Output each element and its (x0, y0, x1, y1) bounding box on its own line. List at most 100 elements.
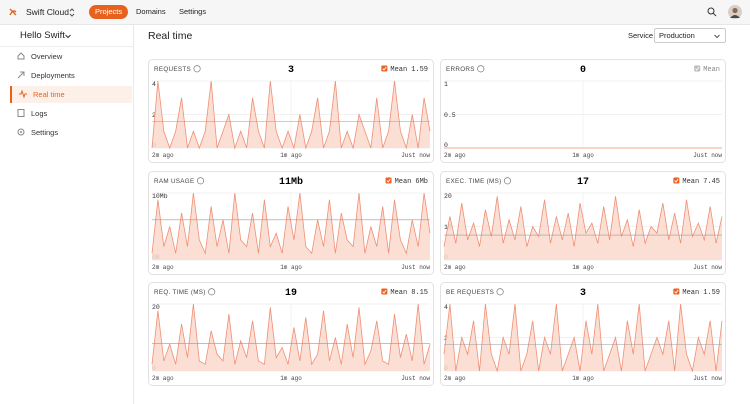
x-label: Just now (693, 152, 722, 159)
tab-projects[interactable]: Projects (89, 5, 129, 19)
label: Deployments (31, 71, 75, 80)
icon (17, 71, 25, 79)
mean-checkbox (673, 177, 680, 184)
divider (0, 46, 133, 47)
x-label: Just now (401, 264, 430, 271)
line (151, 192, 431, 255)
chart-card: REQ. TIME (MS) 19 8.15 Mean 0 20 2m ago 1m ago J… (148, 282, 434, 386)
mean-label: Mean (395, 178, 412, 186)
mean-checkbox (385, 177, 392, 184)
x-label: 1m ago (280, 375, 302, 382)
avatar[interactable] (728, 5, 742, 19)
y-tick-label: 10Mb (152, 193, 168, 200)
x-label: 2m ago (444, 264, 466, 271)
nav-realtime[interactable]: Real time (10, 86, 132, 103)
search-icon[interactable] (707, 7, 717, 17)
sidebar: Hello Swift Overview Deployments Real ti… (0, 25, 134, 404)
current-value: 0 (580, 65, 586, 76)
mean-value: 6Mb (415, 178, 428, 186)
card (440, 59, 726, 163)
nav-overview[interactable]: Overview (10, 48, 132, 65)
icon (17, 109, 25, 117)
chart-card: BE REQUESTS 3 1.59 Mean 0 2 4 2m ago 1m ago Just … (440, 282, 726, 386)
current-value: 11Mb (279, 176, 303, 188)
mean-value: 8.15 (411, 289, 428, 297)
x-label: 2m ago (152, 152, 174, 159)
x-label: 2m ago (444, 375, 466, 382)
label: Logs (31, 109, 48, 118)
line (443, 303, 723, 373)
mean-checkbox (694, 65, 701, 72)
current-value: 19 (285, 288, 297, 299)
mean-value: 7.45 (703, 178, 720, 186)
x-label: Just now (693, 375, 722, 382)
x-label: Just now (693, 264, 722, 271)
label: Real time (33, 90, 65, 99)
project-name[interactable]: Hello Swift (20, 30, 65, 41)
checkmark (382, 66, 387, 71)
y-tick-label: 10 (444, 224, 452, 231)
y-tick-label: 2 (152, 112, 156, 119)
tab-domains[interactable]: Domains (136, 7, 166, 16)
switcher-icon[interactable] (69, 8, 75, 17)
y-tick-label: 4 (444, 304, 448, 311)
current-value: 3 (288, 65, 294, 76)
line (151, 80, 431, 150)
y-tick-label: 0 (444, 254, 448, 261)
y-tick-label: 0 (152, 142, 156, 149)
current-value: 17 (577, 177, 589, 188)
service-value: Production (659, 31, 695, 40)
mean-value: 1.59 (703, 289, 720, 297)
y-tick-label: 0B (152, 254, 160, 261)
select-chevron (714, 34, 720, 39)
mean-value: 1.59 (411, 66, 428, 74)
line (443, 196, 723, 247)
card (148, 171, 434, 275)
info-icon (503, 177, 512, 185)
checkmark (674, 289, 679, 294)
logo (9, 8, 17, 16)
y-tick-label: 0 (152, 365, 156, 372)
chart-title: BE REQUESTS (446, 289, 494, 296)
label: Settings (31, 128, 59, 137)
page-title: Real time (148, 30, 193, 42)
chart-title: REQUESTS (154, 66, 191, 73)
area (152, 304, 430, 371)
tab-settings[interactable]: Settings (179, 7, 207, 16)
x-label: 1m ago (572, 152, 594, 159)
y-tick-label: 0.5 (444, 112, 456, 119)
area (444, 196, 722, 260)
mean-label: Mean (703, 66, 720, 74)
service-select[interactable]: Production (654, 28, 726, 43)
brand[interactable]: Swift Cloud (26, 7, 69, 17)
info-icon (193, 65, 201, 73)
chart-title: REQ. TIME (MS) (154, 289, 206, 296)
nav-settings[interactable]: Settings (10, 124, 132, 141)
nav-deployments[interactable]: Deployments (10, 67, 132, 84)
current-value: 3 (580, 288, 586, 299)
icon (19, 90, 27, 98)
card (148, 59, 434, 163)
project-chevron[interactable] (65, 34, 71, 39)
mean-label: Mean (390, 66, 407, 74)
service-label: Service (628, 31, 654, 40)
x-label: 1m ago (572, 375, 594, 382)
chart-card: EXEC. TIME (MS) 17 7.45 Mean 0 10 20 2m ago 1m a… (440, 171, 726, 275)
x-label: Just now (401, 152, 430, 159)
mean-label: Mean (390, 289, 407, 297)
chart-card: REQUESTS 3 1.59 Mean 0 2 4 2m ago 1m ago Just now (148, 59, 434, 163)
mean-checkbox (381, 288, 388, 295)
chart-card: ERRORS 0 Mean 0 0.5 1 2m ago 1m ago Just now (440, 59, 726, 163)
mean-checkbox (381, 65, 388, 72)
x-label: 1m ago (280, 264, 302, 271)
x-label: Just now (401, 375, 430, 382)
card (440, 282, 726, 386)
label: Overview (31, 52, 63, 61)
nav-logs[interactable]: Logs (10, 105, 132, 122)
y-tick-label: 0 (444, 142, 448, 149)
info-icon (477, 65, 485, 73)
mean-checkbox (673, 288, 680, 295)
checkmark (382, 289, 387, 294)
area (152, 81, 430, 148)
